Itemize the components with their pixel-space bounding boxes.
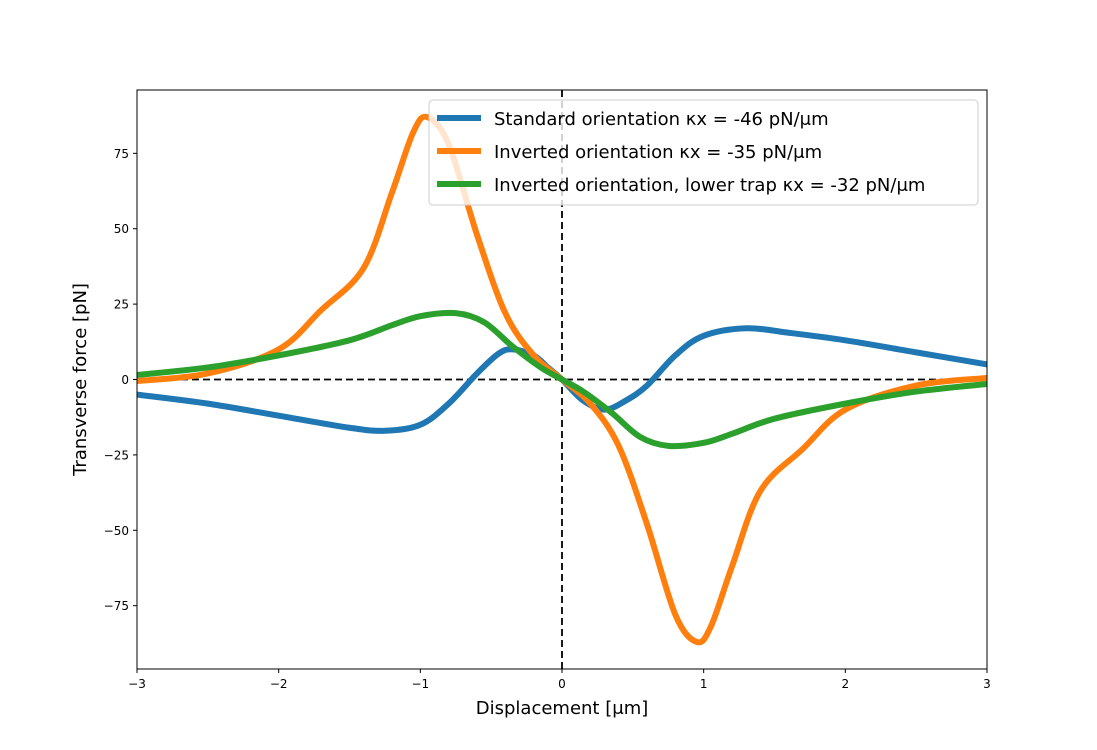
legend: Standard orientation κx = -46 pN/μm Inver… bbox=[428, 99, 979, 206]
series-line-3 bbox=[137, 309, 987, 450]
series-layer bbox=[137, 113, 987, 646]
y-axis-label: Transverse force [pN] bbox=[70, 283, 91, 477]
legend-label-1: Standard orientation κx = -46 pN/μm bbox=[494, 109, 829, 130]
y-tick-label: 0 bbox=[121, 373, 129, 387]
x-tick-label: 1 bbox=[700, 677, 708, 691]
x-tick-label: −3 bbox=[128, 677, 146, 691]
x-axis: −3 −2 −1 0 1 2 3 bbox=[128, 669, 991, 691]
legend-label-3: Inverted orientation, lower trap κx = -3… bbox=[494, 175, 925, 196]
y-axis: −75 −50 −25 0 25 50 75 bbox=[104, 147, 137, 613]
legend-label-2: Inverted orientation κx = -35 pN/μm bbox=[494, 142, 822, 163]
x-axis-label: Displacement [μm] bbox=[476, 698, 649, 719]
y-tick-label: −75 bbox=[104, 599, 129, 613]
legend-box bbox=[428, 99, 979, 206]
x-tick-label: 2 bbox=[842, 677, 850, 691]
y-tick-label: 50 bbox=[114, 222, 129, 236]
y-tick-label: −50 bbox=[104, 524, 129, 538]
y-tick-label: 75 bbox=[114, 147, 129, 161]
x-tick-label: −1 bbox=[411, 677, 429, 691]
y-tick-label: −25 bbox=[104, 448, 129, 462]
x-tick-label: 3 bbox=[983, 677, 991, 691]
x-tick-label: −2 bbox=[270, 677, 288, 691]
y-tick-label: 25 bbox=[114, 298, 129, 312]
x-tick-label: 0 bbox=[558, 677, 566, 691]
